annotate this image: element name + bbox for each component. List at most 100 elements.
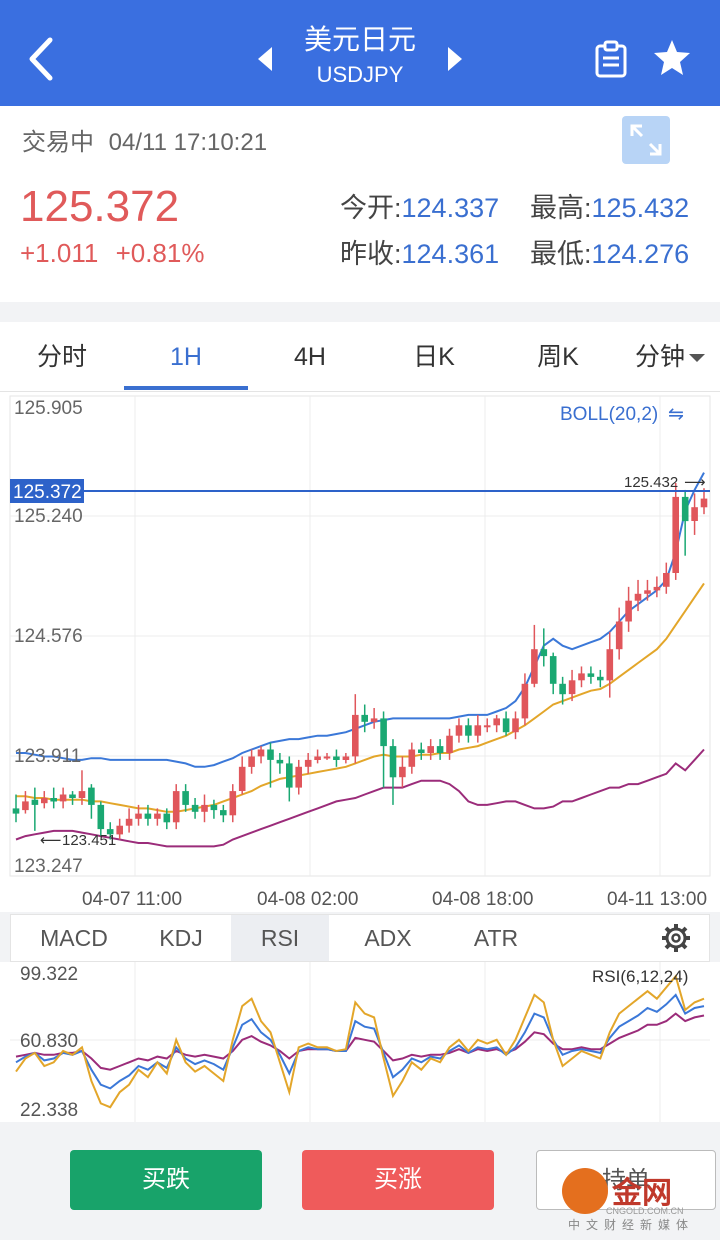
candle-body	[257, 749, 265, 757]
candle-body	[352, 714, 359, 757]
rsi-svg: 99.322 60.830 22.338 RSI(6,12,24)	[10, 962, 710, 1122]
tab-daily[interactable]: 日K	[413, 343, 455, 371]
candle-body	[578, 673, 585, 681]
logo-mark-icon	[562, 1168, 608, 1214]
candle-body	[606, 649, 614, 681]
candle-body	[691, 507, 698, 521]
tab-1h[interactable]: 1H	[170, 343, 202, 371]
high-value: 125.432	[591, 193, 690, 223]
y-tick-label: 123.247	[14, 856, 83, 877]
candle-body	[201, 804, 208, 812]
x-tick-label: 04-11 13:00	[607, 889, 707, 910]
candle-body	[163, 813, 171, 823]
candle-body	[483, 725, 491, 728]
candle-body	[116, 825, 123, 835]
prev-close-stat: 昨收:124.361	[340, 232, 499, 271]
candle-body	[531, 649, 538, 684]
watermark-logo: 金网 CNGOLD.COM.CN 中文财经新媒体	[562, 1158, 720, 1232]
low-value: 124.276	[591, 239, 690, 269]
tab-4h[interactable]: 4H	[294, 343, 326, 371]
candle-body	[559, 683, 566, 695]
candle-body	[653, 586, 661, 591]
candle-body	[333, 756, 340, 760]
candle-body	[286, 763, 293, 788]
high-stat: 最高:125.432	[530, 186, 689, 225]
candle-body	[144, 813, 152, 819]
low-label: 最低:	[530, 239, 592, 269]
candle-body	[455, 725, 463, 736]
y-tick-label: 125.905	[14, 398, 83, 419]
candle-body	[31, 799, 39, 805]
active-tab-indicator	[124, 386, 248, 390]
x-tick-label: 04-08 02:00	[257, 889, 358, 910]
clipboard-icon[interactable]	[594, 40, 628, 78]
candle-body	[521, 683, 529, 719]
candle-body	[182, 791, 189, 805]
candlestick-svg: 125.905 125.240 124.576 123.911 123.247 …	[9, 395, 711, 910]
logo-subtitle: 中文财经新媒体	[568, 1218, 695, 1232]
candle-body	[59, 794, 67, 802]
tab-atr[interactable]: ATR	[473, 925, 519, 951]
candle-body	[380, 718, 387, 747]
y-tick-label: 124.576	[14, 626, 83, 647]
candle-body	[229, 791, 237, 816]
current-price: 125.372	[20, 182, 180, 231]
candle-body	[700, 498, 708, 508]
next-arrow-icon[interactable]	[448, 47, 462, 71]
sell-button[interactable]: 买跌	[70, 1150, 262, 1210]
rsi-chart[interactable]: 99.322 60.830 22.338 RSI(6,12,24)	[0, 962, 720, 1122]
gear-icon[interactable]	[661, 923, 691, 953]
tab-adx[interactable]: ADX	[364, 925, 412, 951]
candle-body	[276, 759, 284, 764]
candle-body	[408, 749, 416, 767]
candle-body	[172, 791, 180, 823]
candle-body	[681, 496, 689, 522]
tab-timeshare[interactable]: 分时	[36, 343, 87, 371]
change-percent: +0.81%	[115, 238, 205, 268]
candle-body	[465, 725, 472, 736]
candle-body	[418, 749, 425, 753]
trading-status: 交易中 04/11 17:10:21	[22, 122, 267, 157]
open-value: 124.337	[401, 193, 500, 223]
candle-body	[493, 718, 500, 726]
candle-body	[342, 756, 350, 760]
candle-body	[663, 573, 670, 587]
rsi-y-tick-label: 99.322	[20, 964, 78, 985]
candle-body	[78, 791, 86, 798]
tab-weekly[interactable]: 周K	[537, 343, 579, 371]
tab-minutes[interactable]: 分钟	[620, 322, 720, 392]
expand-icon[interactable]	[622, 116, 670, 164]
status-label: 交易中	[22, 129, 94, 156]
boll-indicator-label[interactable]: BOLL(20,2)	[560, 404, 658, 425]
prev-arrow-icon[interactable]	[258, 47, 272, 71]
rsi-y-tick-label: 22.338	[20, 1100, 78, 1121]
buy-button[interactable]: 买涨	[302, 1150, 494, 1210]
candle-body	[238, 766, 246, 791]
candlestick-chart[interactable]: 125.905 125.240 124.576 123.911 123.247 …	[0, 392, 720, 912]
tab-rsi[interactable]: RSI	[231, 915, 329, 961]
candle-body	[22, 801, 29, 811]
star-icon[interactable]	[652, 38, 692, 78]
x-tick-label: 04-08 18:00	[432, 889, 533, 910]
tab-kdj[interactable]: KDJ	[159, 925, 203, 951]
candle-body	[12, 808, 20, 814]
logo-text: 金网	[612, 1177, 672, 1210]
logo-url: CNGOLD.COM.CN	[606, 1206, 684, 1216]
back-icon[interactable]	[22, 34, 62, 84]
max-price-marker: 125.432	[624, 474, 678, 491]
swap-icon[interactable]: ⇋	[668, 404, 684, 425]
candle-body	[323, 756, 331, 759]
candle-body	[370, 718, 378, 722]
tab-macd[interactable]: MACD	[40, 925, 108, 951]
candle-body	[427, 746, 434, 753]
positions-button[interactable]: 持单	[536, 1150, 716, 1210]
candle-body	[210, 804, 218, 811]
candle-body	[267, 749, 274, 760]
open-stat: 今开:124.337	[340, 186, 499, 225]
title-block: 美元日元 USDJPY	[250, 20, 470, 100]
bottom-action-bar: 买跌 买涨 持单 金网 CNGOLD.COM.CN 中文财经新媒体	[0, 1122, 720, 1240]
tab-minutes-label: 分钟	[634, 343, 685, 371]
candle-body	[625, 600, 632, 622]
candle-body	[304, 759, 312, 767]
y-tick-label: 125.240	[14, 506, 83, 527]
